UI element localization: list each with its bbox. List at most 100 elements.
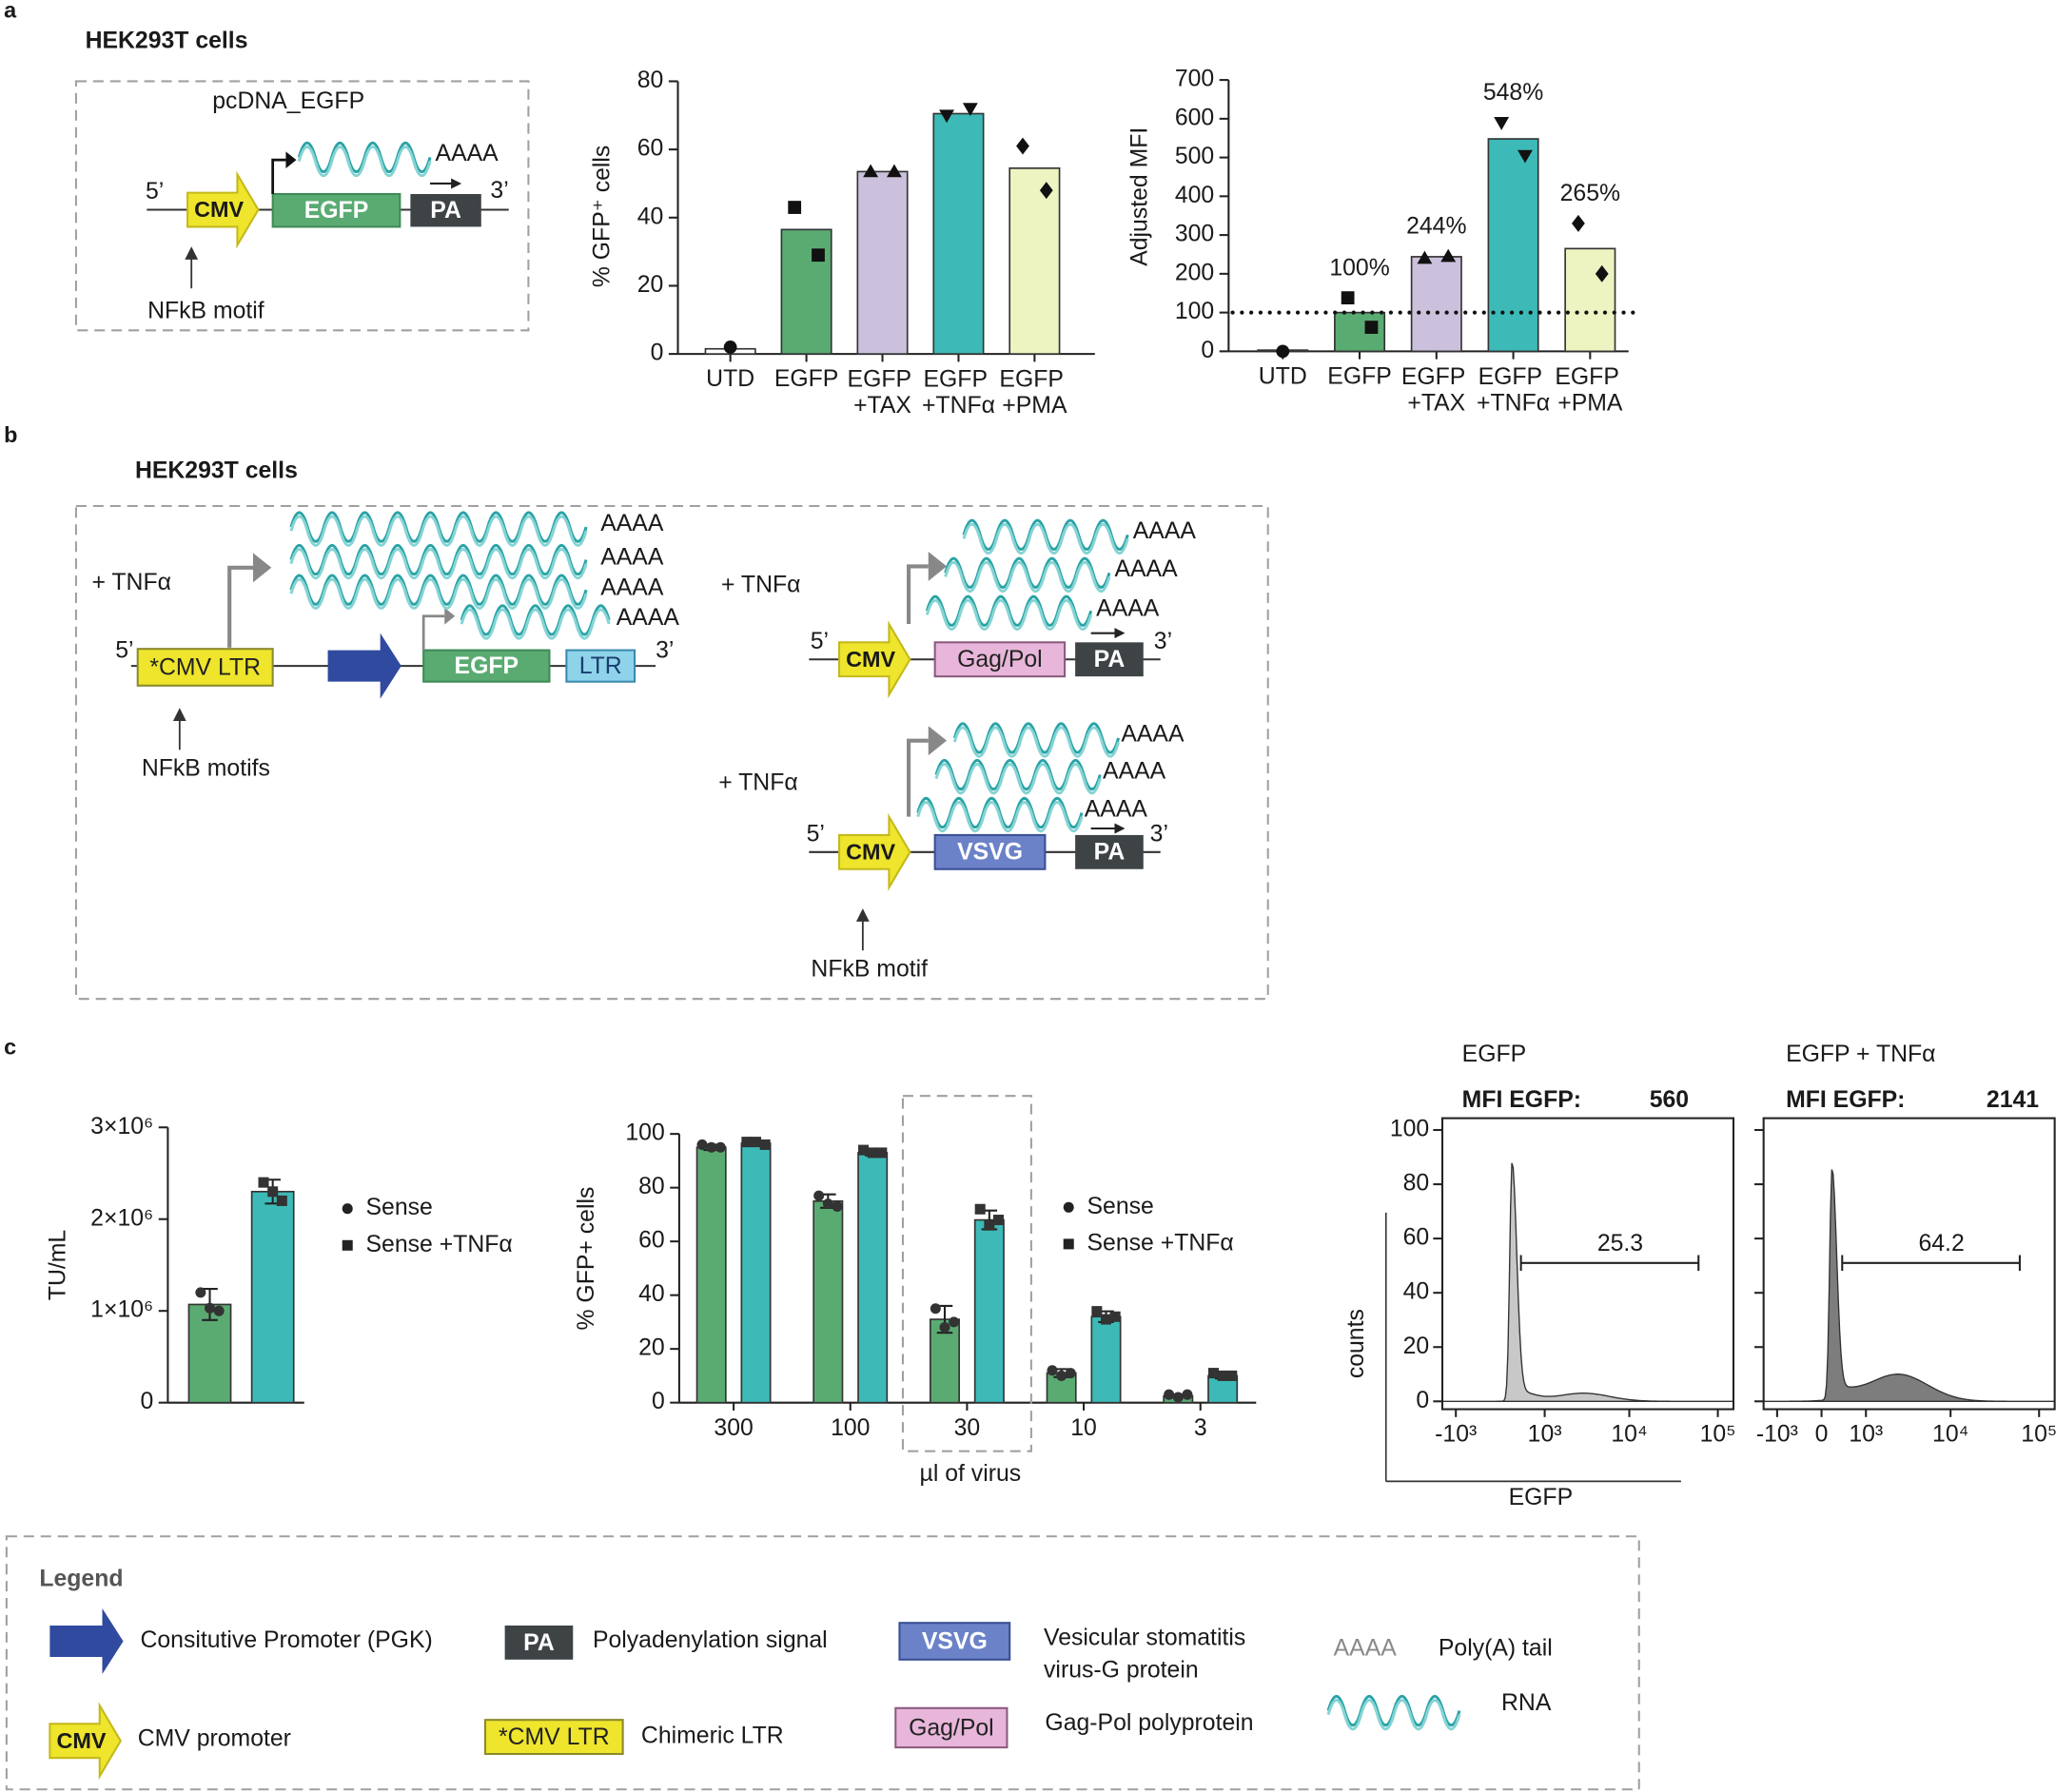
y-tick-label: 40 [638, 1281, 665, 1307]
rna-wave [952, 726, 1121, 758]
bar [740, 1142, 772, 1404]
y-tick-label: 100 [625, 1120, 664, 1146]
data-point [715, 1141, 726, 1153]
data-point [822, 1198, 833, 1210]
rna-wave [1326, 1699, 1461, 1731]
gene-label: EGFP [304, 198, 369, 224]
polya-signal-label: PA [1094, 647, 1126, 672]
y-tick-label: 20 [637, 272, 664, 298]
y-tick-label: 60 [638, 1228, 665, 1254]
legend-symbol-box [504, 1625, 574, 1660]
data-point [1226, 1370, 1238, 1381]
data-point [1494, 117, 1510, 130]
x-tick-label: 10⁵ [1700, 1422, 1736, 1448]
legend-symbol-label: PA [523, 1630, 555, 1656]
arrowhead [928, 551, 948, 581]
data-point [887, 164, 902, 178]
value-label: 265% [1560, 181, 1620, 206]
x-tick-label: 10 [1070, 1415, 1097, 1441]
polya-tail: AAAA [600, 511, 664, 536]
treatment: + TNFα [721, 573, 800, 598]
plot-frame [1762, 1117, 2056, 1411]
bar [1008, 167, 1061, 355]
legend-text: Consitutive Promoter (PGK) [140, 1627, 432, 1653]
legend-text: Gag-Pol polyprotein [1045, 1710, 1253, 1736]
stat-label: MFI EGFP: [1786, 1087, 1905, 1113]
polya-tail: AAAA [436, 141, 499, 166]
panel-label: c [4, 1035, 16, 1060]
promoter-arrow [227, 565, 253, 648]
y-tick-label: 0 [1416, 1388, 1429, 1413]
three-prime: 3’ [656, 638, 674, 664]
pgk-arrow [49, 1608, 124, 1674]
bar [780, 228, 832, 355]
data-point [706, 1141, 717, 1153]
rna-wave [289, 547, 588, 580]
arrowhead [444, 607, 456, 625]
data-point [863, 164, 879, 178]
x-tick-label: EGFP +TNFα [922, 366, 995, 419]
data-point [1100, 1314, 1112, 1325]
legend-label: Sense +TNFα [1087, 1230, 1234, 1256]
polya-tail: AAAA [1121, 722, 1185, 748]
gate-label: 64.2 [1918, 1231, 1964, 1256]
polya-signal-box [1075, 642, 1144, 677]
y-tick-label: 200 [1175, 260, 1214, 285]
data-point [876, 1147, 888, 1159]
legend-text: Poly(A) tail [1439, 1635, 1553, 1661]
data-point [992, 1215, 1005, 1226]
bar [932, 112, 985, 355]
data-point [204, 1302, 216, 1314]
data-point [1172, 1392, 1184, 1403]
data-point [858, 1144, 870, 1156]
y-tick-label: 0 [1201, 338, 1214, 363]
y-tick-label: 100 [1175, 299, 1214, 324]
polya-signal-box [1075, 834, 1144, 869]
polya-tail: AAAA [600, 575, 664, 600]
x-tick-label: EGFP +TAX [848, 366, 918, 419]
legend-label: Sense [366, 1195, 433, 1220]
y-axis-label: TU/mL [46, 1230, 71, 1300]
stat-value: 2141 [1987, 1087, 2039, 1113]
ltr-label: LTR [579, 653, 622, 679]
x-tick-label: EGFP +PMA [1555, 363, 1625, 416]
legend-symbol-box [898, 1622, 1011, 1661]
x-tick-label: 30 [954, 1415, 981, 1441]
legend-label: Sense +TNFα [366, 1232, 513, 1257]
y-tick-label: 3×10⁶ [90, 1114, 153, 1139]
dashed-frame [74, 504, 1269, 1001]
gene-box [422, 649, 551, 683]
legend-text: virus-G protein [1044, 1658, 1199, 1684]
data-point [930, 1303, 941, 1315]
polya-tail: AAAA [617, 605, 680, 631]
legend-symbol-label: Gag/Pol [909, 1715, 994, 1741]
panel-title: HEK293T cells [86, 29, 248, 54]
y-tick-label: 60 [637, 136, 664, 162]
y-tick-label: 2×10⁶ [90, 1205, 153, 1231]
promoter-label: CMV [846, 839, 895, 864]
y-tick-label: 40 [637, 204, 664, 229]
value-label: 100% [1329, 255, 1389, 281]
legend-marker [342, 1203, 353, 1215]
data-point [696, 1139, 708, 1150]
data-point [813, 1190, 825, 1201]
data-point [939, 109, 954, 124]
y-tick-label: 300 [1175, 222, 1214, 247]
panel-title: HEK293T cells [135, 458, 298, 484]
chart-title: EGFP [1462, 1042, 1527, 1067]
legend-text: CMV promoter [138, 1725, 291, 1751]
plasmid-name: pcDNA_EGFP [212, 88, 364, 114]
x-tick-label: 100 [831, 1415, 870, 1441]
legend-symbol: AAAA [1334, 1635, 1398, 1661]
x-axis-label: µl of virus [920, 1461, 1022, 1487]
rna-wave [934, 762, 1102, 795]
y-tick-label: 700 [1175, 67, 1214, 92]
cmv-arrow [838, 812, 911, 891]
data-point [759, 1139, 771, 1150]
y-tick-label: 400 [1175, 183, 1214, 208]
legend-symbol-box [483, 1719, 624, 1756]
y-tick-label: 80 [637, 68, 664, 93]
bar [1410, 256, 1462, 353]
rna-wave [297, 145, 432, 178]
